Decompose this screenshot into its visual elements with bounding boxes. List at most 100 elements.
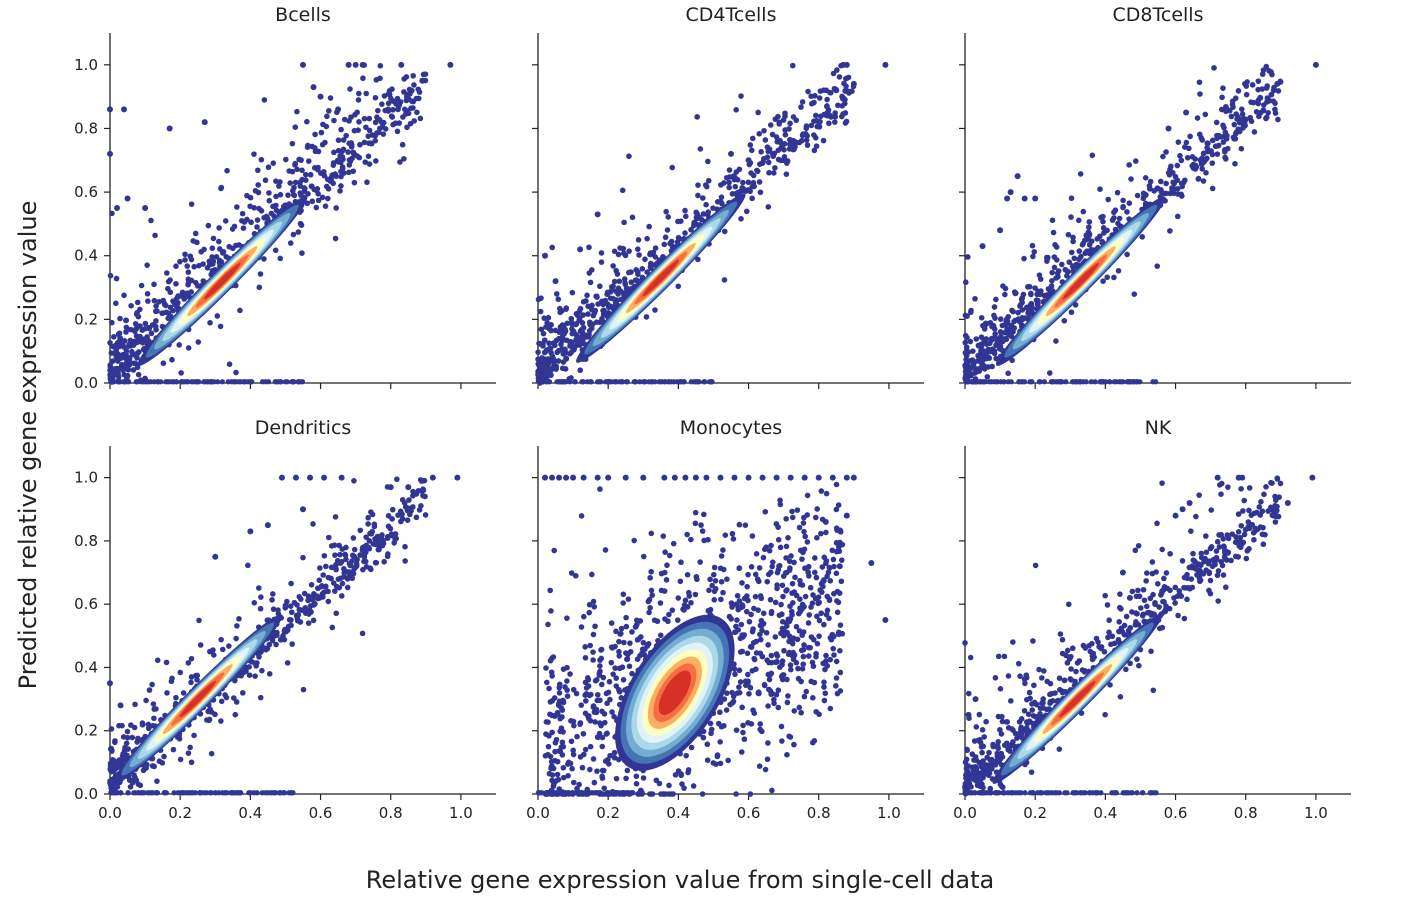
data-point: [784, 676, 790, 683]
data-point: [1017, 673, 1023, 679]
data-point: [823, 87, 830, 94]
data-point: [237, 307, 243, 314]
data-point: [997, 686, 1004, 692]
data-point: [535, 296, 542, 303]
data-point: [1154, 581, 1161, 587]
data-point: [833, 683, 839, 689]
baseline-point: [624, 379, 630, 385]
data-point: [1023, 724, 1030, 731]
data-point: [595, 301, 601, 307]
data-point: [126, 777, 133, 783]
data-point: [397, 159, 403, 165]
data-point: [129, 734, 136, 741]
data-point: [1134, 192, 1141, 199]
outlier-point: [387, 484, 394, 491]
data-point: [236, 615, 242, 622]
data-point: [297, 179, 303, 186]
data-point: [557, 715, 563, 722]
baseline-point: [588, 379, 594, 385]
data-point: [607, 752, 613, 759]
data-point: [552, 327, 559, 334]
data-point: [108, 726, 115, 732]
data-point: [647, 791, 653, 797]
data-point: [350, 149, 357, 156]
data-point: [328, 564, 335, 571]
data-point: [610, 671, 616, 677]
baseline-point: [671, 379, 677, 385]
data-point: [625, 596, 632, 602]
data-point: [699, 195, 706, 201]
data-point: [422, 493, 428, 500]
data-point: [422, 512, 429, 518]
data-point: [143, 697, 149, 704]
data-point: [817, 88, 824, 94]
data-point: [793, 592, 800, 599]
data-point: [218, 718, 224, 724]
data-point: [808, 122, 815, 129]
data-point: [261, 97, 268, 103]
data-point: [790, 600, 796, 606]
data-point: [410, 72, 416, 79]
data-point: [738, 215, 744, 222]
data-point: [736, 166, 743, 173]
data-point: [217, 246, 223, 252]
data-point: [535, 356, 541, 363]
baseline-point: [554, 379, 560, 385]
data-point: [833, 658, 840, 665]
data-point: [1136, 662, 1142, 669]
data-point: [380, 119, 387, 126]
data-point: [1115, 220, 1121, 227]
outlier-point: [405, 484, 412, 491]
data-point: [583, 698, 589, 704]
data-point: [1184, 154, 1191, 161]
baseline-point: [265, 379, 272, 385]
data-point: [173, 280, 179, 287]
data-point: [1186, 145, 1192, 152]
data-point: [403, 74, 410, 80]
data-point: [1059, 261, 1065, 268]
data-point: [747, 644, 754, 650]
data-point: [148, 330, 155, 337]
data-point: [592, 623, 598, 630]
baseline-point: [289, 379, 296, 385]
data-point: [354, 109, 360, 116]
data-point: [207, 648, 213, 655]
data-point: [963, 344, 970, 351]
baseline-point: [110, 379, 117, 385]
data-point: [629, 214, 636, 221]
data-point: [842, 87, 849, 94]
outlier-point: [622, 474, 629, 481]
data-point: [394, 128, 401, 135]
data-point: [1115, 267, 1122, 274]
data-point: [765, 642, 771, 648]
data-point: [148, 217, 154, 224]
outlier-point: [549, 474, 556, 481]
data-point: [1167, 228, 1173, 234]
baseline-point: [535, 790, 541, 796]
data-point: [1010, 308, 1016, 315]
data-point: [816, 711, 822, 718]
y-tick-label: 0.2: [74, 722, 98, 740]
data-point: [270, 203, 276, 210]
data-point: [1235, 88, 1242, 94]
data-point: [319, 194, 326, 201]
data-point: [748, 611, 754, 618]
data-point: [769, 787, 775, 794]
data-point: [417, 115, 424, 122]
baseline-point: [540, 379, 546, 385]
outlier-point: [359, 61, 366, 68]
data-point: [789, 508, 795, 515]
data-point: [624, 656, 631, 662]
baseline-point: [193, 379, 199, 385]
data-point: [810, 636, 817, 643]
data-point: [751, 183, 757, 190]
data-point: [793, 623, 800, 630]
data-point: [778, 601, 784, 608]
data-point: [788, 608, 795, 615]
data-point: [1265, 109, 1271, 116]
data-point: [233, 369, 239, 376]
data-point: [565, 759, 572, 766]
baseline-point: [232, 379, 238, 385]
data-point: [803, 688, 810, 695]
outlier-point: [1312, 61, 1319, 68]
